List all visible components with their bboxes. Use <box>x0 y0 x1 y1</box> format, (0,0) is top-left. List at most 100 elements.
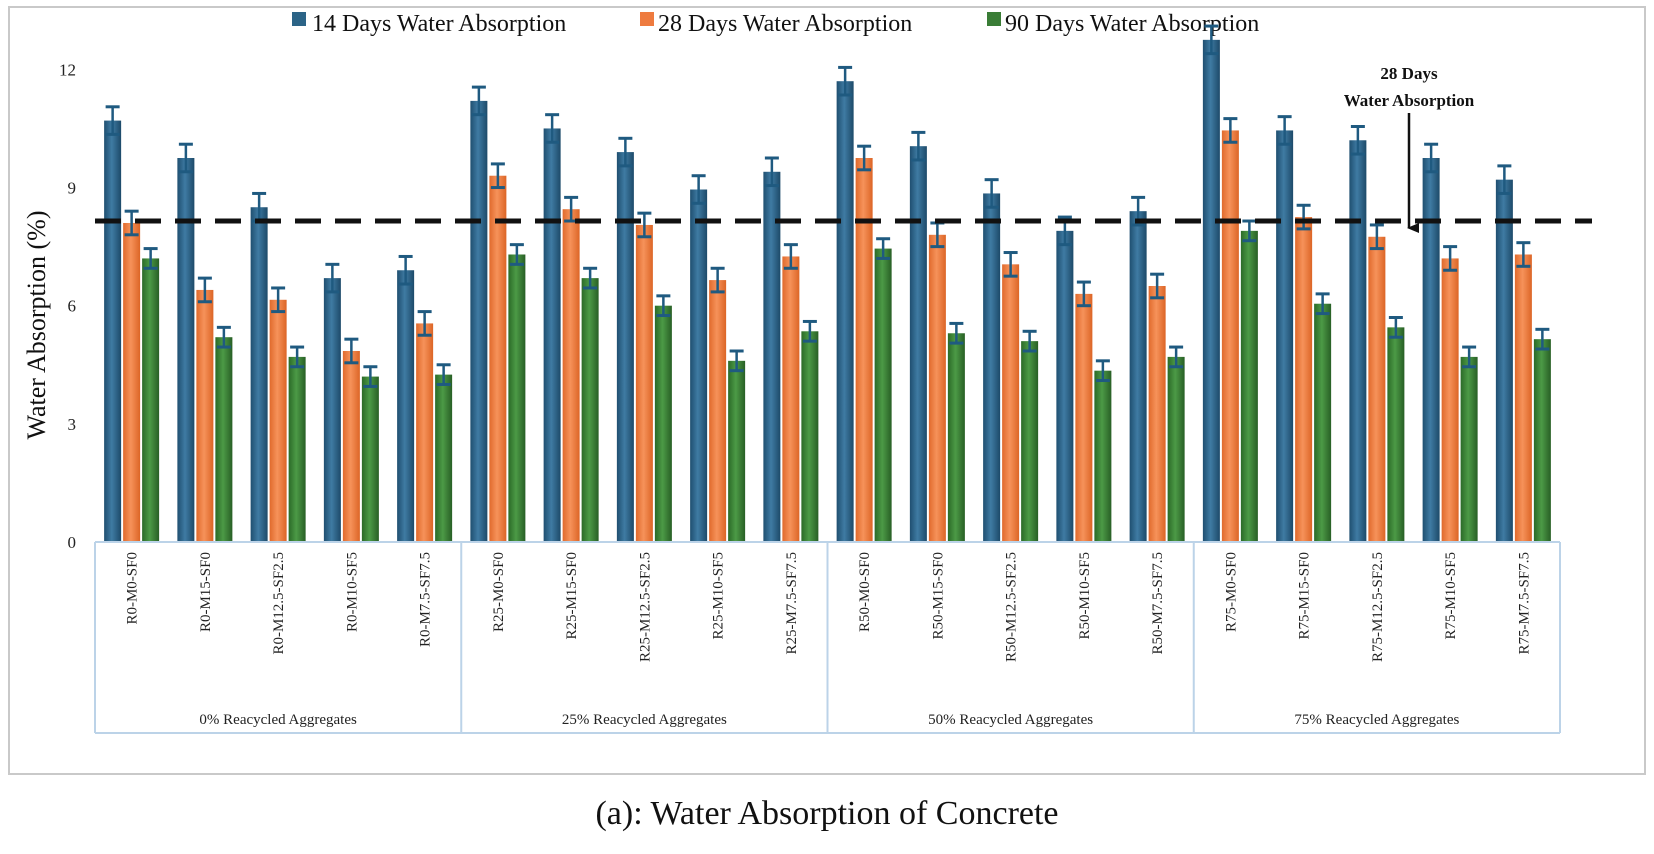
x-tick-label: R75-M0-SF0 <box>1223 552 1239 632</box>
error-bar <box>1150 272 1165 300</box>
bar-14-days-R75-M12.5-SF2.5 <box>1349 140 1367 542</box>
error-bar <box>363 365 378 388</box>
x-tick-label: R0-M12.5-SF2.5 <box>271 552 287 655</box>
error-bar <box>216 325 231 349</box>
legend-label-14-days: 14 Days Water Absorption <box>312 11 566 37</box>
x-tick-label: R50-M0-SF0 <box>857 552 873 632</box>
bar-28-days-R50-M7.5-SF7.5 <box>1148 286 1166 542</box>
error-bar <box>1369 223 1384 251</box>
error-bar <box>984 178 999 209</box>
legend-swatch-14-days <box>292 12 306 26</box>
error-bar <box>802 319 817 343</box>
x-tick-label: R75-M12.5-SF2.5 <box>1370 552 1386 662</box>
legend-label-28-days: 28 Days Water Absorption <box>658 11 912 37</box>
error-bar <box>783 243 798 270</box>
bar-90-days-R0-M0-SF0 <box>142 258 160 542</box>
bar-14-days-R75-M10-SF5 <box>1422 158 1440 542</box>
bar-14-days-R50-M0-SF0 <box>836 81 854 542</box>
error-bar <box>1296 203 1311 231</box>
error-bar <box>398 254 413 286</box>
bar-28-days-R0-M15-SF0 <box>196 289 214 542</box>
bar-28-days-R75-M10-SF5 <box>1441 258 1459 542</box>
bar-90-days-R0-M12.5-SF2.5 <box>288 356 306 542</box>
x-tick-label: R75-M7.5-SF7.5 <box>1516 552 1532 655</box>
bar-28-days-R0-M0-SF0 <box>123 222 141 542</box>
group-label: 75% Reacycled Aggregates <box>1294 712 1459 728</box>
bar-14-days-R25-M12.5-SF2.5 <box>616 152 634 543</box>
bar-90-days-R0-M15-SF0 <box>215 337 233 542</box>
x-tick-label: R0-M15-SF0 <box>198 552 214 632</box>
figure-caption: (a): Water Absorption of Concrete <box>595 795 1059 832</box>
error-bar <box>490 162 505 190</box>
y-tick-label: 3 <box>68 415 77 434</box>
bar-28-days-R75-M15-SF0 <box>1295 217 1313 543</box>
bar-14-days-R25-M0-SF0 <box>470 100 488 543</box>
error-bar <box>710 266 725 294</box>
error-bar <box>1462 345 1477 369</box>
bar-14-days-R75-M15-SF0 <box>1276 130 1294 542</box>
error-bar <box>1424 142 1439 174</box>
bar-14-days-R75-M7.5-SF7.5 <box>1495 179 1513 542</box>
x-tick-label: R25-M0-SF0 <box>491 552 507 632</box>
water-absorption-chart: 14 Days Water Absorption 28 Days Water A… <box>22 11 1592 734</box>
bar-28-days-R0-M7.5-SF7.5 <box>416 323 434 542</box>
error-bar <box>838 65 853 97</box>
error-bar <box>344 337 359 365</box>
error-bar <box>1022 329 1037 353</box>
error-bar <box>1277 115 1292 146</box>
bar-14-days-R0-M7.5-SF7.5 <box>397 270 415 542</box>
y-axis-label: Water Absorption (%) <box>22 211 51 440</box>
error-bar <box>583 266 598 290</box>
bar-28-days-R25-M12.5-SF2.5 <box>635 224 653 542</box>
bar-90-days-R75-M15-SF0 <box>1314 303 1332 542</box>
bar-14-days-R50-M7.5-SF7.5 <box>1129 211 1147 542</box>
x-tick-label: R50-M12.5-SF2.5 <box>1004 552 1020 662</box>
bar-14-days-R50-M10-SF5 <box>1056 230 1074 542</box>
error-bar <box>509 243 524 266</box>
error-bar <box>271 286 286 314</box>
error-bar <box>325 262 340 294</box>
annotation-line-2: Water Absorption <box>1344 91 1475 110</box>
y-tick-label: 12 <box>59 60 76 79</box>
x-tick-label: R25-M12.5-SF2.5 <box>637 552 653 662</box>
error-bar <box>949 321 964 345</box>
bar-28-days-R75-M0-SF0 <box>1221 130 1239 542</box>
bar-14-days-R25-M10-SF5 <box>690 189 708 542</box>
error-bar <box>1242 219 1257 243</box>
x-tick-label: R50-M10-SF5 <box>1077 552 1093 640</box>
error-bar <box>290 345 305 369</box>
error-bar <box>545 113 560 144</box>
bar-14-days-R50-M12.5-SF2.5 <box>983 193 1001 542</box>
annotation: 28 Days Water Absorption <box>1344 64 1475 233</box>
error-bar <box>857 144 872 172</box>
bar-90-days-R0-M10-SF5 <box>361 376 379 542</box>
error-bar <box>1095 359 1110 383</box>
chart-frame <box>8 6 1646 775</box>
error-bar <box>124 209 139 237</box>
error-bar <box>764 156 779 188</box>
bar-90-days-R50-M0-SF0 <box>874 248 892 543</box>
error-bar <box>1497 164 1512 195</box>
bar-14-days-R25-M15-SF0 <box>543 128 561 542</box>
legend-label-90-days: 90 Days Water Absorption <box>1005 11 1259 37</box>
bar-28-days-R25-M10-SF5 <box>709 280 727 542</box>
error-bar <box>471 85 486 117</box>
error-bar <box>1223 117 1238 144</box>
x-tick-label: R25-M15-SF0 <box>564 552 580 640</box>
bar-14-days-R50-M15-SF0 <box>909 146 927 542</box>
error-bar <box>1315 292 1330 316</box>
bar-90-days-R50-M10-SF5 <box>1094 370 1112 542</box>
bar-28-days-R75-M7.5-SF7.5 <box>1514 254 1532 542</box>
bar-90-days-R25-M10-SF5 <box>728 360 746 542</box>
error-bar <box>618 136 633 168</box>
bar-28-days-R50-M12.5-SF2.5 <box>1002 264 1020 542</box>
bar-90-days-R50-M15-SF0 <box>947 333 965 542</box>
group-label: 50% Reacycled Aggregates <box>928 712 1093 728</box>
error-bar <box>417 310 432 337</box>
bar-90-days-R25-M12.5-SF2.5 <box>654 305 672 542</box>
y-tick-label: 0 <box>68 533 77 552</box>
bar-28-days-R50-M0-SF0 <box>855 158 873 542</box>
x-tick-label: R50-M15-SF0 <box>930 552 946 640</box>
bar-14-days-R25-M7.5-SF7.5 <box>763 171 781 543</box>
error-bar <box>1535 327 1550 351</box>
